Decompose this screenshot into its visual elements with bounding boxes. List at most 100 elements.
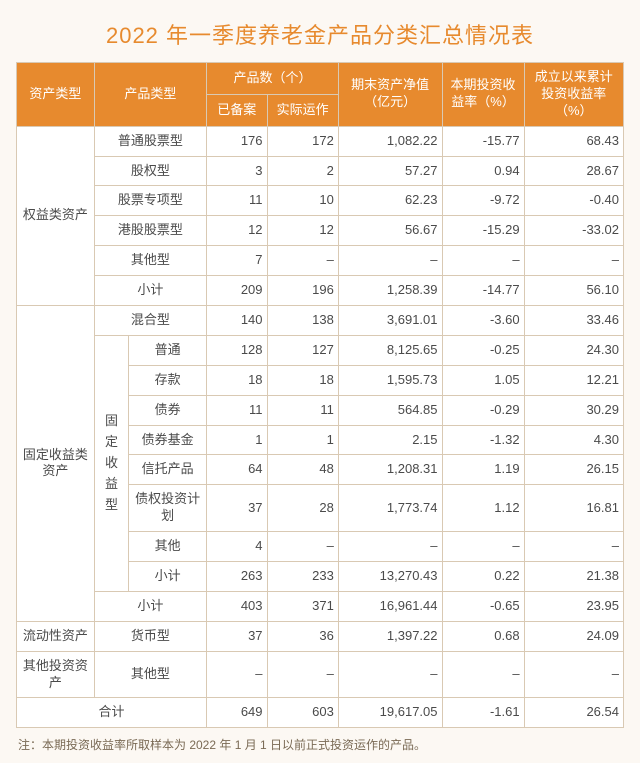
table-row: 权益类资产 普通股票型 176 172 1,082.22 -15.77 68.4… bbox=[17, 126, 624, 156]
cell-py: 0.68 bbox=[442, 621, 524, 651]
cell-nav: 57.27 bbox=[338, 156, 442, 186]
row-label: 债券 bbox=[129, 395, 207, 425]
cell-filed: 64 bbox=[207, 455, 267, 485]
table-row: 小计 403 371 16,961.44 -0.65 23.95 bbox=[17, 591, 624, 621]
cell-filed: 11 bbox=[207, 395, 267, 425]
row-label: 债权投资计划 bbox=[129, 485, 207, 532]
th-filed: 已备案 bbox=[207, 94, 267, 126]
cell-py: -15.29 bbox=[442, 216, 524, 246]
table-row: 其他投资资产 其他型 – – – – – bbox=[17, 651, 624, 698]
cell-py: 1.19 bbox=[442, 455, 524, 485]
cell-py: -0.25 bbox=[442, 335, 524, 365]
cell-run: 48 bbox=[267, 455, 338, 485]
cell-run: 10 bbox=[267, 186, 338, 216]
cell-py: -9.72 bbox=[442, 186, 524, 216]
cell-cy: -33.02 bbox=[524, 216, 623, 246]
cell-py: – bbox=[442, 532, 524, 562]
th-product-type: 产品类型 bbox=[94, 63, 206, 127]
cell-py: – bbox=[442, 651, 524, 698]
row-total-label: 合计 bbox=[17, 698, 207, 728]
cell-py: -14.77 bbox=[442, 276, 524, 306]
row-label: 普通股票型 bbox=[94, 126, 206, 156]
cell-run: 2 bbox=[267, 156, 338, 186]
cell-cy: 21.38 bbox=[524, 562, 623, 592]
cell-cy: -0.40 bbox=[524, 186, 623, 216]
cell-filed: 12 bbox=[207, 216, 267, 246]
table-row: 股票专项型 11 10 62.23 -9.72 -0.40 bbox=[17, 186, 624, 216]
cell-filed: 263 bbox=[207, 562, 267, 592]
group-other: 其他投资资产 bbox=[17, 651, 95, 698]
cell-run: 1 bbox=[267, 425, 338, 455]
cell-filed: 7 bbox=[207, 246, 267, 276]
group-fixed: 固定收益类资产 bbox=[17, 306, 95, 622]
cell-cy: 26.54 bbox=[524, 698, 623, 728]
cell-run: 138 bbox=[267, 306, 338, 336]
table-row: 固定收益类资产 混合型 140 138 3,691.01 -3.60 33.46 bbox=[17, 306, 624, 336]
cell-filed: 37 bbox=[207, 621, 267, 651]
th-asset-type: 资产类型 bbox=[17, 63, 95, 127]
row-label: 其他型 bbox=[94, 651, 206, 698]
cell-cy: – bbox=[524, 532, 623, 562]
row-label: 混合型 bbox=[94, 306, 206, 336]
cell-run: 603 bbox=[267, 698, 338, 728]
table-row: 固定收益型 普通 128 127 8,125.65 -0.25 24.30 bbox=[17, 335, 624, 365]
cell-nav: 1,773.74 bbox=[338, 485, 442, 532]
cell-filed: 140 bbox=[207, 306, 267, 336]
cell-py: -15.77 bbox=[442, 126, 524, 156]
cell-filed: – bbox=[207, 651, 267, 698]
cell-run: 371 bbox=[267, 591, 338, 621]
table-header: 资产类型 产品类型 产品数（个） 期末资产净值（亿元） 本期投资收益率（%） 成… bbox=[17, 63, 624, 127]
cell-cy: 28.67 bbox=[524, 156, 623, 186]
table-row: 其他型 7 – – – – bbox=[17, 246, 624, 276]
cell-py: -3.60 bbox=[442, 306, 524, 336]
cell-filed: 1 bbox=[207, 425, 267, 455]
cell-cy: 56.10 bbox=[524, 276, 623, 306]
table-row: 港股股票型 12 12 56.67 -15.29 -33.02 bbox=[17, 216, 624, 246]
cell-run: – bbox=[267, 246, 338, 276]
cell-nav: 13,270.43 bbox=[338, 562, 442, 592]
cell-nav: 1,397.22 bbox=[338, 621, 442, 651]
cell-run: 233 bbox=[267, 562, 338, 592]
th-cum-yield: 成立以来累计投资收益率（%） bbox=[524, 63, 623, 127]
cell-run: 127 bbox=[267, 335, 338, 365]
cell-run: 196 bbox=[267, 276, 338, 306]
subgroup-fixed-income: 固定收益型 bbox=[94, 335, 129, 591]
page-container: 2022 年一季度养老金产品分类汇总情况表 资产类型 产品类型 产品数（个） 期… bbox=[0, 0, 640, 763]
cell-cy: – bbox=[524, 246, 623, 276]
summary-table: 资产类型 产品类型 产品数（个） 期末资产净值（亿元） 本期投资收益率（%） 成… bbox=[16, 62, 624, 728]
row-label: 港股股票型 bbox=[94, 216, 206, 246]
cell-cy: 68.43 bbox=[524, 126, 623, 156]
row-label: 信托产品 bbox=[129, 455, 207, 485]
cell-nav: 8,125.65 bbox=[338, 335, 442, 365]
page-title: 2022 年一季度养老金产品分类汇总情况表 bbox=[16, 18, 624, 50]
cell-run: 12 bbox=[267, 216, 338, 246]
cell-nav: 1,082.22 bbox=[338, 126, 442, 156]
cell-nav: 3,691.01 bbox=[338, 306, 442, 336]
cell-cy: 4.30 bbox=[524, 425, 623, 455]
cell-run: 172 bbox=[267, 126, 338, 156]
cell-py: 1.05 bbox=[442, 365, 524, 395]
cell-nav: 2.15 bbox=[338, 425, 442, 455]
cell-filed: 128 bbox=[207, 335, 267, 365]
table-row: 股权型 3 2 57.27 0.94 28.67 bbox=[17, 156, 624, 186]
cell-py: 1.12 bbox=[442, 485, 524, 532]
footnote: 注：本期投资收益率所取样本为 2022 年 1 月 1 日以前正式投资运作的产品… bbox=[16, 736, 624, 753]
cell-nav: 56.67 bbox=[338, 216, 442, 246]
cell-filed: 3 bbox=[207, 156, 267, 186]
table-row-total: 合计 649 603 19,617.05 -1.61 26.54 bbox=[17, 698, 624, 728]
cell-filed: 176 bbox=[207, 126, 267, 156]
row-label: 债券基金 bbox=[129, 425, 207, 455]
cell-py: 0.22 bbox=[442, 562, 524, 592]
cell-nav: – bbox=[338, 246, 442, 276]
th-nav: 期末资产净值（亿元） bbox=[338, 63, 442, 127]
cell-py: -0.29 bbox=[442, 395, 524, 425]
th-period-yield: 本期投资收益率（%） bbox=[442, 63, 524, 127]
cell-run: – bbox=[267, 651, 338, 698]
cell-nav: 1,595.73 bbox=[338, 365, 442, 395]
cell-run: 11 bbox=[267, 395, 338, 425]
cell-filed: 209 bbox=[207, 276, 267, 306]
cell-filed: 403 bbox=[207, 591, 267, 621]
row-label: 其他 bbox=[129, 532, 207, 562]
table-row: 流动性资产 货币型 37 36 1,397.22 0.68 24.09 bbox=[17, 621, 624, 651]
cell-nav: 19,617.05 bbox=[338, 698, 442, 728]
